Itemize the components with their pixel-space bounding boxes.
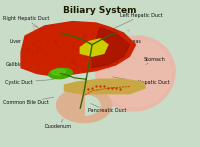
Text: Pancreas: Pancreas — [120, 39, 142, 53]
Text: Gallbladder: Gallbladder — [5, 62, 52, 70]
Text: Biliary System: Biliary System — [63, 6, 137, 15]
Text: Duodenum: Duodenum — [45, 119, 72, 129]
Polygon shape — [80, 39, 108, 56]
Text: Left Hepatic Duct: Left Hepatic Duct — [112, 13, 162, 29]
Ellipse shape — [96, 36, 175, 111]
Text: Right Hepatic Duct: Right Hepatic Duct — [3, 16, 50, 31]
Ellipse shape — [68, 95, 100, 115]
Text: Common Bile Duct: Common Bile Duct — [3, 97, 54, 105]
Ellipse shape — [57, 88, 112, 123]
Ellipse shape — [100, 40, 171, 107]
Text: Liver: Liver — [9, 39, 38, 50]
Text: Stomach: Stomach — [143, 57, 165, 65]
Ellipse shape — [49, 68, 72, 79]
Polygon shape — [92, 27, 130, 68]
Text: Cystic Duct: Cystic Duct — [5, 80, 54, 85]
Polygon shape — [21, 22, 136, 76]
Text: Pancreatic Duct: Pancreatic Duct — [88, 103, 127, 113]
Polygon shape — [68, 94, 84, 115]
Text: Common Hepatic Duct: Common Hepatic Duct — [113, 77, 169, 85]
Polygon shape — [64, 79, 145, 94]
Ellipse shape — [52, 69, 65, 75]
